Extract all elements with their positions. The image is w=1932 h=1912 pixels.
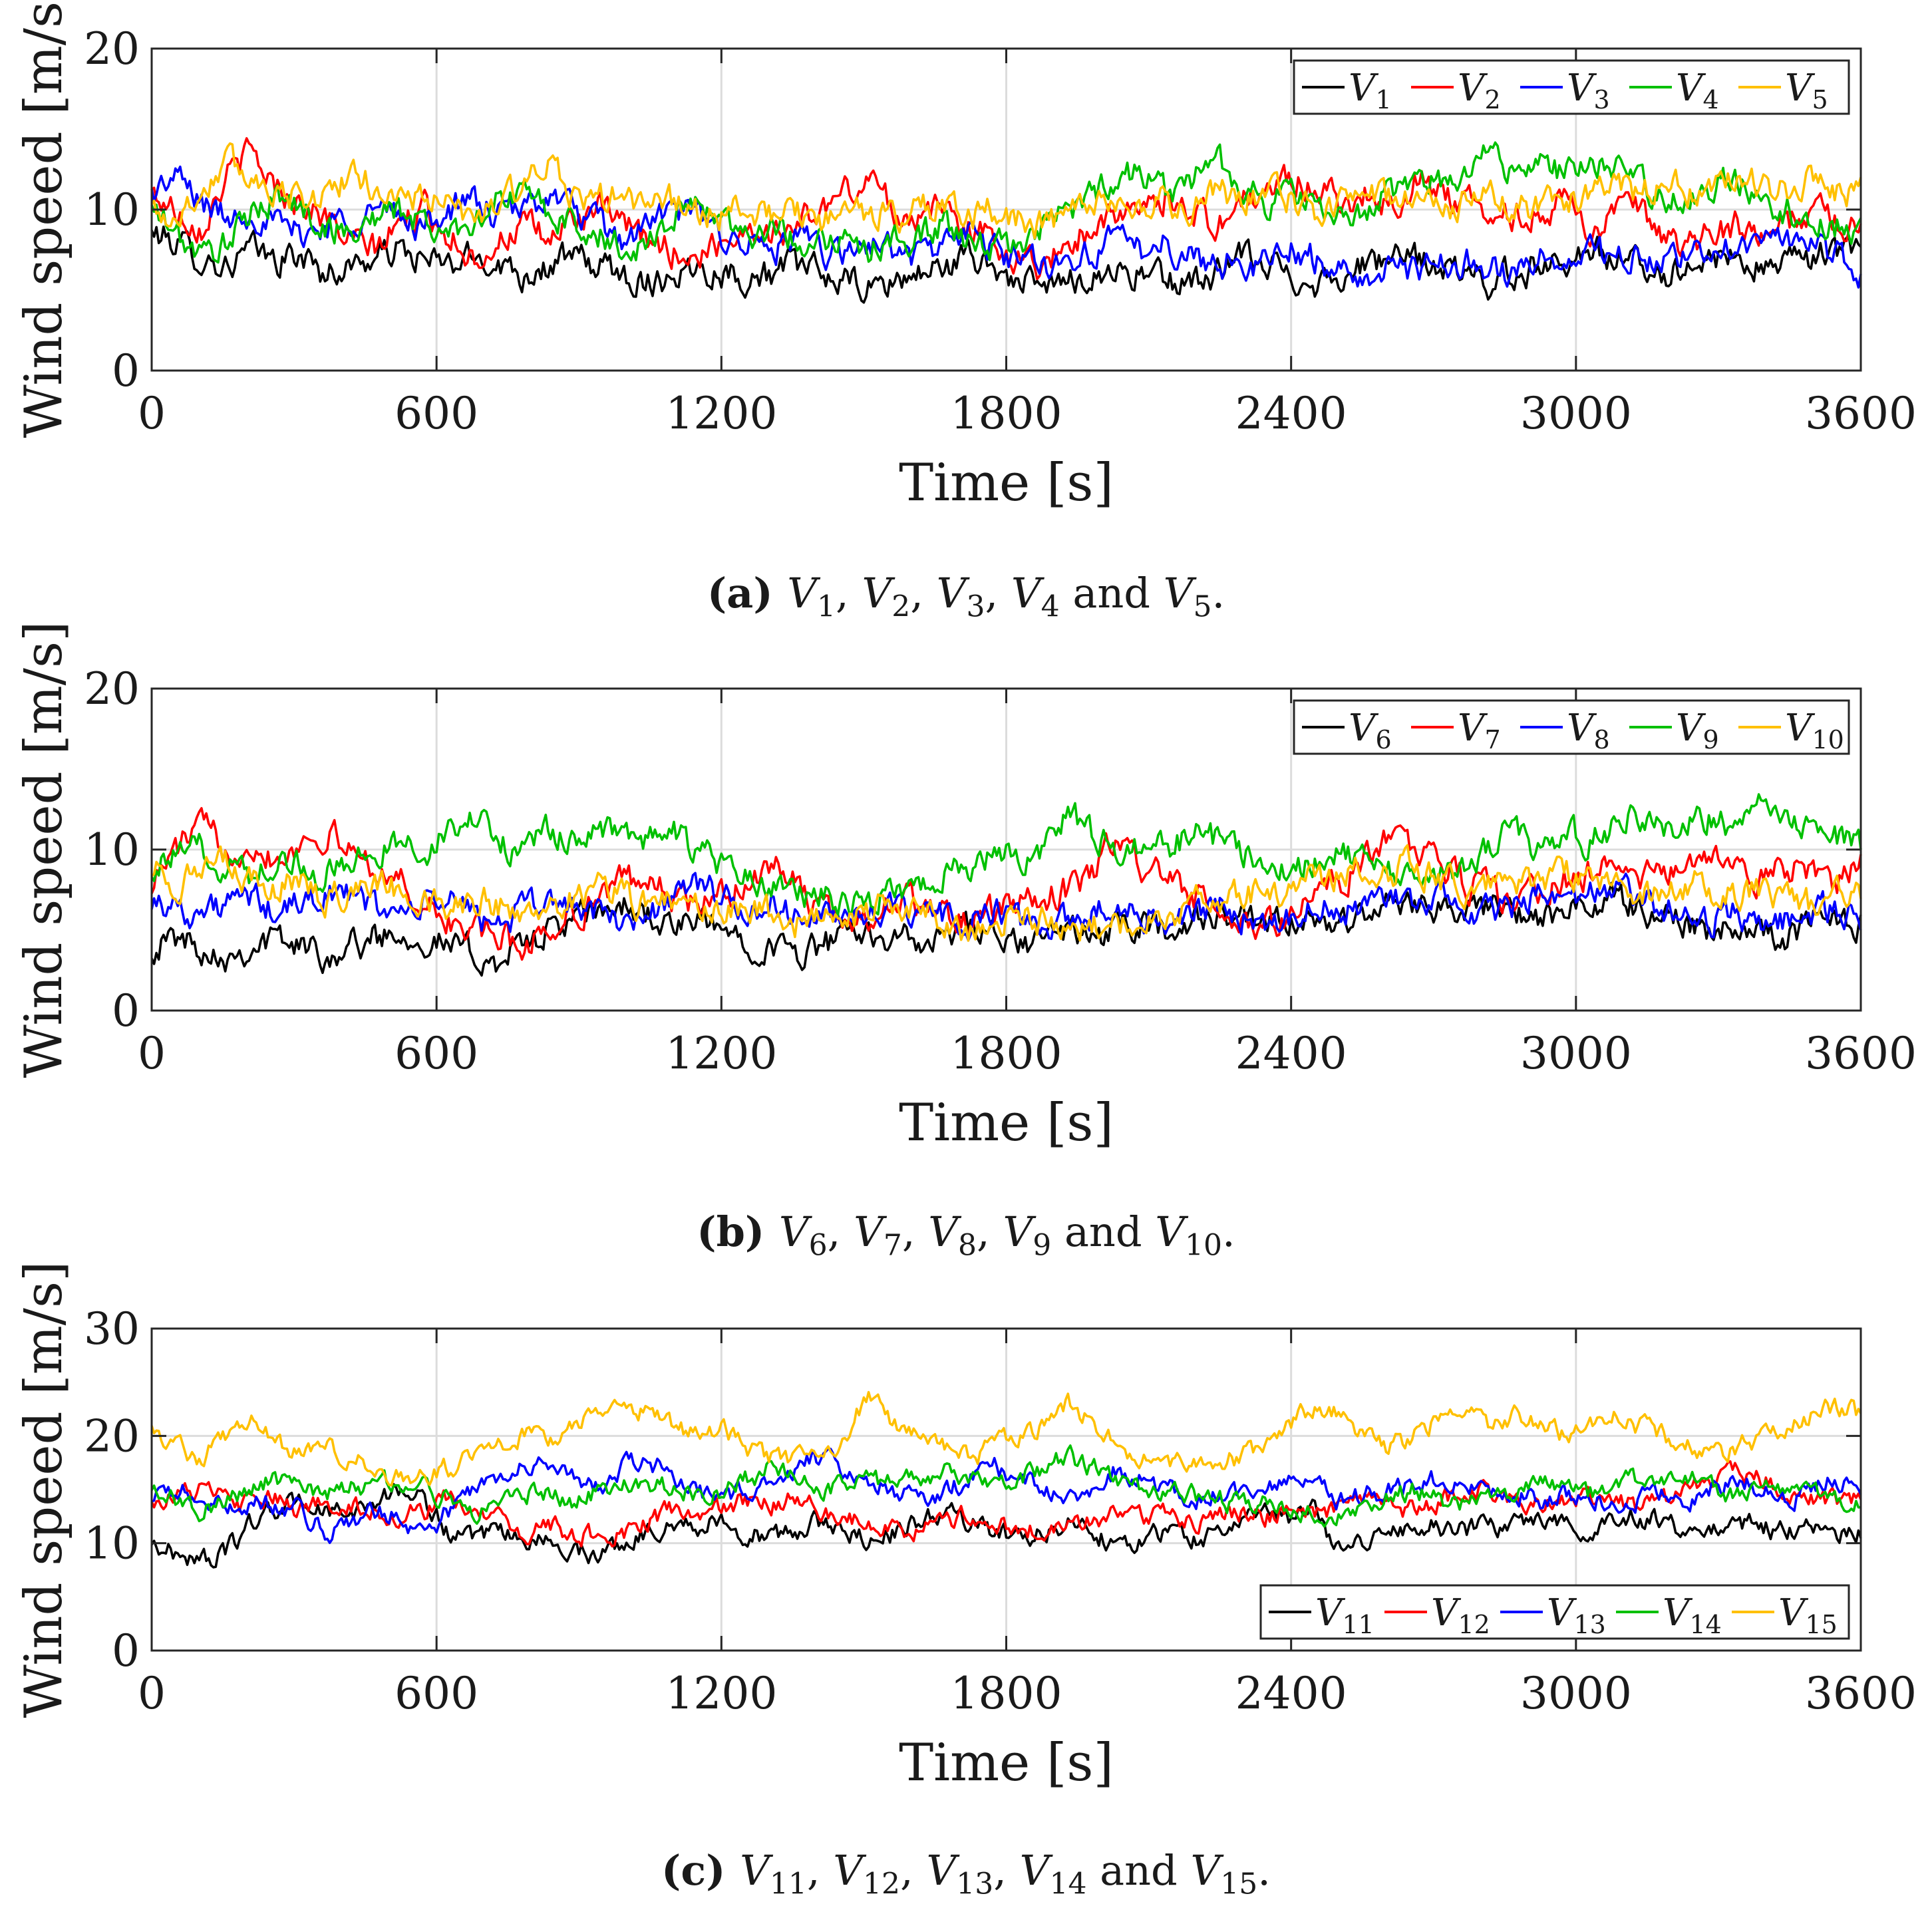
x-tick-label: 600 [395, 388, 478, 439]
x-tick-label: 2400 [1235, 1668, 1347, 1719]
series-line-v8 [150, 872, 1862, 942]
x-tick-label: 0 [138, 1668, 166, 1719]
caption-b: (b) V6, V7, V8, V9 and V10. [697, 1207, 1235, 1263]
legend: V6 V7 V8 V9 V10 [1293, 699, 1850, 755]
caption-variable: V [1019, 1846, 1050, 1895]
caption-label: (c) [661, 1846, 740, 1895]
series-line-v5 [150, 142, 1862, 239]
series-line-v14 [150, 1444, 1861, 1528]
caption-variable: V [1163, 569, 1194, 617]
caption-variable: V [936, 569, 967, 617]
legend: V11 V12 V13 V14 V15 [1259, 1584, 1850, 1640]
caption-variable: V [926, 1846, 957, 1895]
x-tick-label: 3000 [1520, 1668, 1632, 1719]
y-axis-label: Wind speed [m/s] [14, 0, 74, 438]
y-tick-label: 20 [84, 663, 140, 715]
y-tick-label: 10 [84, 184, 140, 236]
x-tick-label: 3600 [1805, 1028, 1917, 1079]
x-tick-label: 0 [138, 1028, 166, 1079]
y-tick-label: 0 [112, 345, 140, 397]
y-tick-label: 10 [84, 1518, 140, 1569]
caption-variable: V [928, 1207, 959, 1256]
x-tick-label: 600 [395, 1668, 478, 1719]
caption-variable: V [862, 569, 892, 617]
x-tick-label: 1800 [951, 388, 1062, 439]
series-line-v13 [151, 1448, 1862, 1544]
y-axis-label: Wind speed [m/s] [14, 1261, 74, 1718]
series-line-v10 [150, 844, 1862, 942]
series-line-v6 [150, 881, 1862, 977]
series-line-v4 [150, 141, 1862, 264]
caption-label: (b) [697, 1207, 779, 1256]
series-line-v3 [150, 165, 1862, 289]
y-tick-label: 0 [112, 1625, 140, 1676]
x-tick-label: 0 [138, 388, 166, 439]
caption-variable: V [854, 1207, 884, 1256]
series-line-v1 [150, 225, 1862, 304]
series-line-v12 [150, 1460, 1862, 1548]
x-tick-label: 1800 [951, 1028, 1062, 1079]
x-tick-label: 2400 [1235, 1028, 1347, 1079]
series-line-v9 [150, 793, 1862, 917]
x-tick-label: 600 [395, 1028, 478, 1079]
series-line-v15 [150, 1390, 1862, 1487]
caption-variable: V [1155, 1207, 1186, 1256]
chart-b: 0 600 1200 1800 2400 3000 3600 0 10 20 Time [s] Win… [14, 621, 1917, 1153]
legend-label-v5: V5 [1785, 67, 1828, 114]
caption-variable: V [1190, 1846, 1221, 1895]
caption-variable: V [833, 1846, 864, 1895]
x-tick-label: 1200 [665, 1028, 777, 1079]
x-tick-label: 1800 [951, 1668, 1062, 1719]
caption-variable: V [1011, 569, 1041, 617]
legend-label-v10: V10 [1785, 707, 1844, 754]
chart-c: 0 600 1200 1800 2400 3000 3600 0 10 20 30 Time [s] W… [14, 1261, 1917, 1793]
x-tick-label: 2400 [1235, 388, 1347, 439]
chart-a: 0 600 1200 1800 2400 3000 3600 0 10 20 Time [s] Win… [14, 0, 1917, 513]
y-tick-label: 0 [112, 985, 140, 1036]
x-tick-label: 3600 [1805, 1668, 1917, 1719]
x-axis-label: Time [s] [899, 1093, 1114, 1153]
y-tick-label: 20 [84, 1410, 140, 1462]
x-tick-label: 3000 [1520, 388, 1632, 439]
caption-variable: V [740, 1846, 770, 1895]
y-tick-label: 30 [84, 1303, 140, 1354]
legend: V1 V2 V3 V4 V5 [1293, 59, 1850, 115]
x-tick-label: 1200 [665, 388, 777, 439]
y-tick-label: 20 [84, 23, 140, 75]
x-tick-label: 1200 [665, 1668, 777, 1719]
caption-c: (c) V11, V12, V13, V14 and V15. [661, 1846, 1271, 1901]
x-tick-label: 3000 [1520, 1028, 1632, 1079]
y-axis-label: Wind speed [m/s] [14, 621, 74, 1078]
y-tick-label: 10 [84, 824, 140, 876]
x-axis-label: Time [s] [899, 453, 1114, 513]
caption-variable: V [787, 569, 818, 617]
series-line-v11 [150, 1483, 1862, 1569]
caption-a: (a) V1, V2, V3, V4 and V5. [707, 569, 1225, 624]
caption-variable: V [1003, 1207, 1033, 1256]
x-axis-label: Time [s] [899, 1733, 1114, 1793]
caption-label: (a) [707, 569, 788, 617]
caption-variable: V [778, 1207, 809, 1256]
x-tick-label: 3600 [1805, 388, 1917, 439]
